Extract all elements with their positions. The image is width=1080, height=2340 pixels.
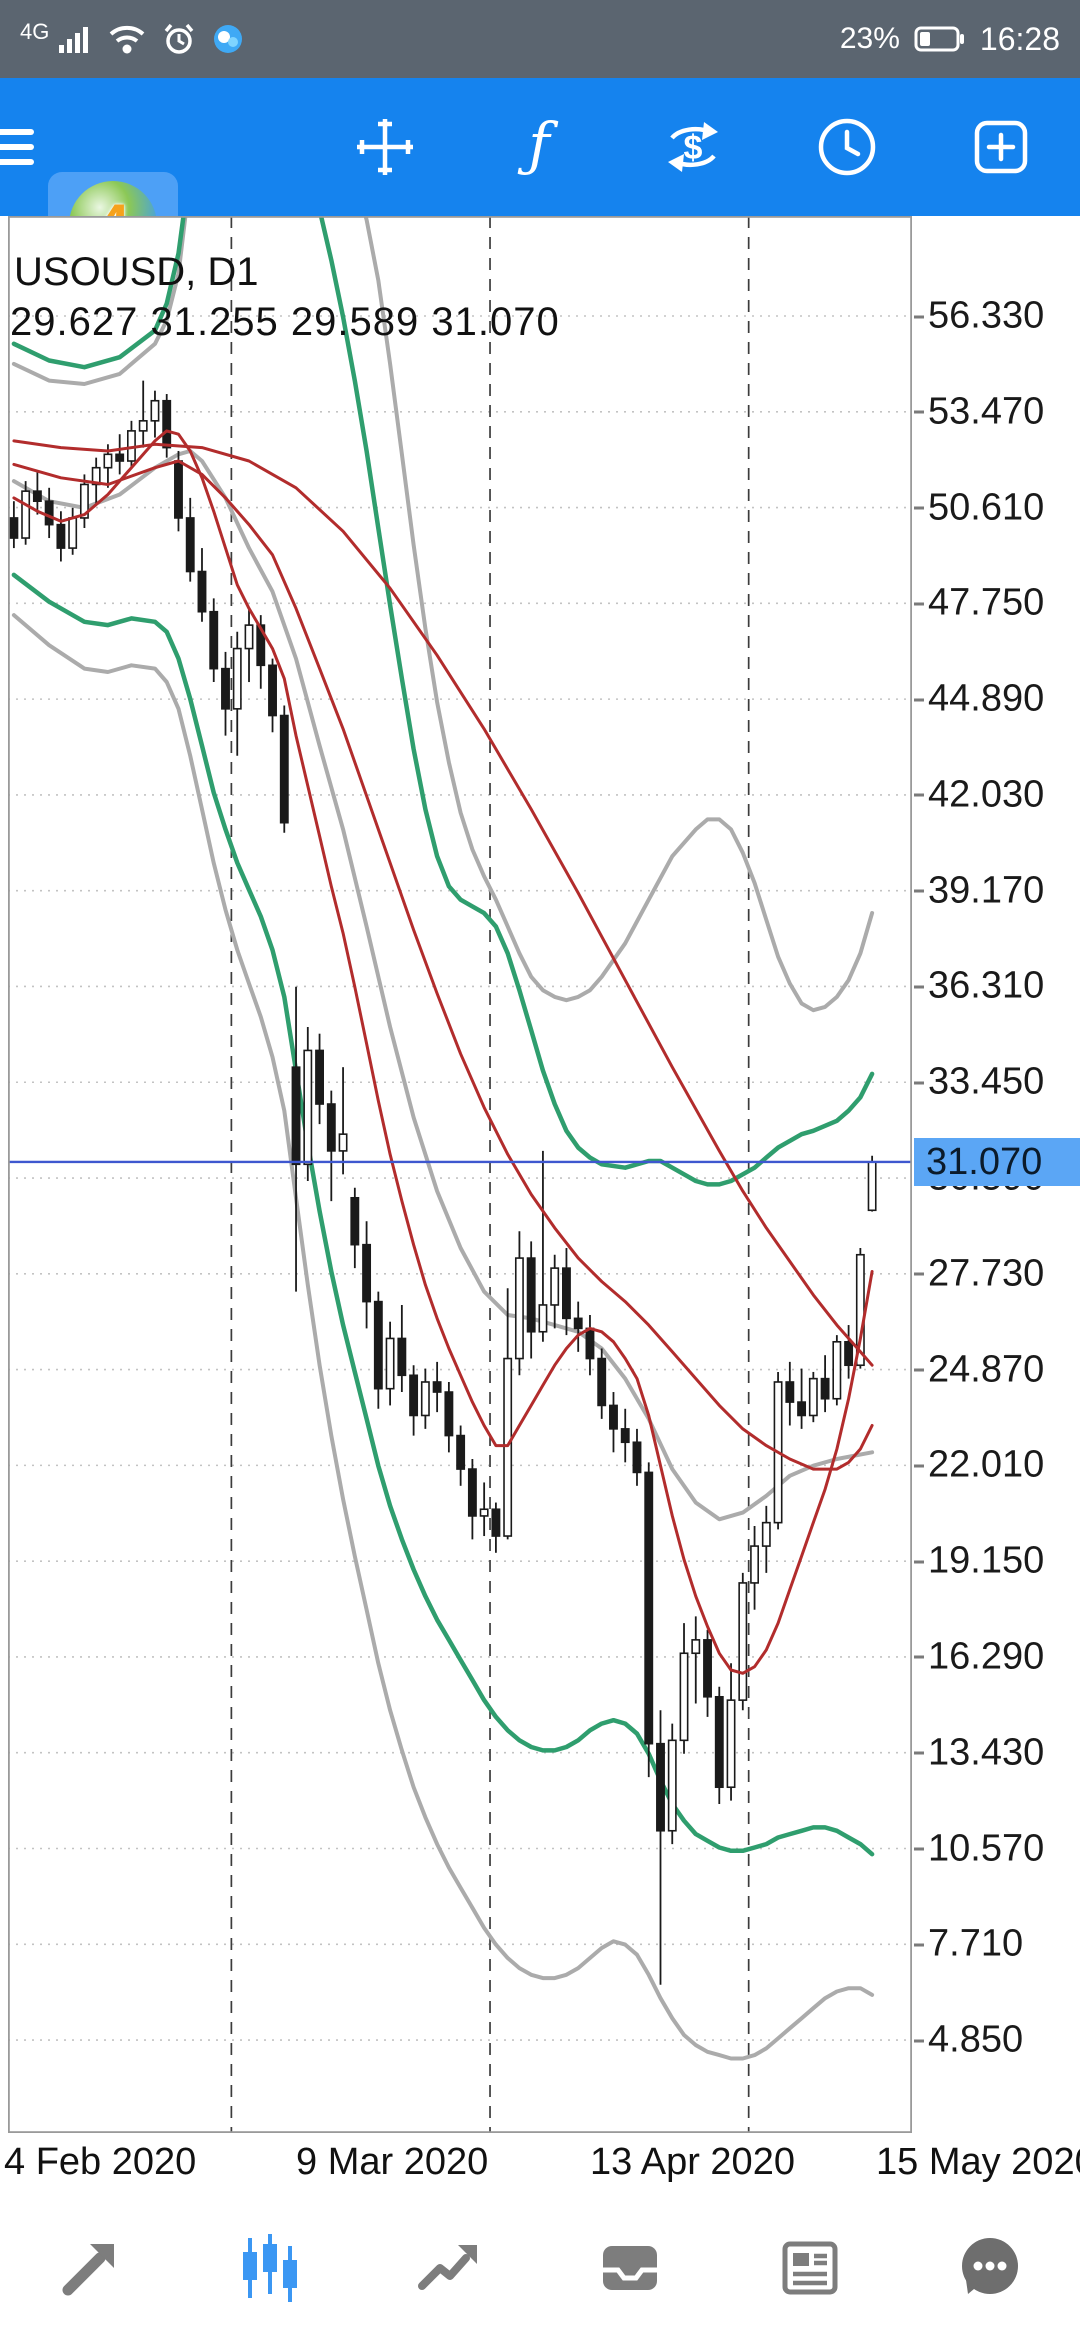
- y-axis-label: 22.010: [913, 1443, 1045, 1486]
- battery-percent-label: 23%: [839, 22, 900, 55]
- time-axis: 4 Feb 2020 9 Mar 2020 13 Apr 2020 15 May…: [0, 2133, 1080, 2195]
- signal-bars-icon: [59, 27, 89, 53]
- y-axis-label: 16.290: [913, 1635, 1045, 1678]
- chart-area: USOUSD, D1 29.627 31.255 29.589 31.070 5…: [0, 216, 1080, 2133]
- indicators-f-icon[interactable]: ƒ: [506, 114, 572, 180]
- y-axis-label: 56.330: [913, 294, 1045, 337]
- menu-icon[interactable]: [0, 120, 36, 174]
- app-toolbar: 4 ƒ $: [0, 78, 1080, 278]
- nav-history[interactable]: [590, 2228, 670, 2308]
- y-axis-label: 27.730: [913, 1252, 1045, 1295]
- current-price-badge: 31.070: [914, 1137, 1080, 1186]
- clock-time-label: 16:28: [979, 20, 1060, 57]
- y-axis-label: 10.570: [913, 1827, 1045, 1869]
- network-type-label: 4G: [20, 19, 50, 44]
- svg-text:ƒ: ƒ: [517, 114, 559, 178]
- currency-exchange-icon[interactable]: $: [660, 114, 726, 180]
- symbol-title: USOUSD, D1: [14, 250, 259, 294]
- chat-bubble-icon: [962, 2237, 1018, 2294]
- y-axis-label: 53.470: [913, 390, 1045, 433]
- x-axis-label: 15 May 2020: [876, 2141, 1080, 2183]
- nav-trade[interactable]: [410, 2228, 490, 2308]
- nav-messages[interactable]: [950, 2228, 1030, 2308]
- x-axis-label: 9 Mar 2020: [296, 2141, 489, 2183]
- battery-icon: [914, 26, 964, 52]
- crosshair-icon[interactable]: [352, 114, 418, 180]
- y-axis-label: 36.310: [913, 964, 1045, 1007]
- y-axis-label: 42.030: [913, 773, 1045, 816]
- wifi-icon: [110, 25, 145, 54]
- x-axis-label: 4 Feb 2020: [4, 2141, 197, 2183]
- status-bar: 4G 23% 16:28: [0, 0, 1080, 78]
- y-axis-label: 47.750: [913, 581, 1045, 624]
- nav-charts[interactable]: [230, 2228, 310, 2308]
- clock-icon[interactable]: [814, 114, 880, 180]
- svg-text:$: $: [684, 129, 703, 167]
- nav-news[interactable]: [770, 2228, 850, 2308]
- newspaper-icon: [782, 2241, 838, 2294]
- chart-plot[interactable]: [8, 216, 912, 2133]
- candlestick-chart-icon: [243, 2233, 297, 2302]
- y-axis-label: 13.430: [913, 1731, 1045, 1774]
- y-axis-label: 39.170: [913, 869, 1045, 912]
- notification-app-icon: [214, 25, 243, 53]
- y-axis-label: 33.450: [913, 1060, 1045, 1103]
- new-chart-icon[interactable]: [968, 114, 1034, 180]
- bottom-nav: [0, 2195, 1080, 2340]
- quotes-arrow-icon: [62, 2243, 114, 2295]
- y-axis-label: 24.870: [913, 1348, 1045, 1391]
- inbox-tray-icon: [603, 2245, 657, 2290]
- y-axis-label: 44.890: [913, 677, 1045, 720]
- y-axis-label: 4.850: [913, 2018, 1024, 2061]
- nav-quotes[interactable]: [50, 2228, 130, 2308]
- ohlc-values: 29.627 31.255 29.589 31.070: [10, 300, 560, 344]
- alarm-icon: [165, 23, 194, 54]
- y-axis-label: 50.610: [913, 486, 1045, 529]
- y-axis-label: 19.150: [913, 1539, 1045, 1582]
- x-axis-label: 13 Apr 2020: [590, 2141, 795, 2183]
- y-axis-label: 7.710: [913, 1922, 1024, 1965]
- trade-line-icon: [418, 2244, 477, 2290]
